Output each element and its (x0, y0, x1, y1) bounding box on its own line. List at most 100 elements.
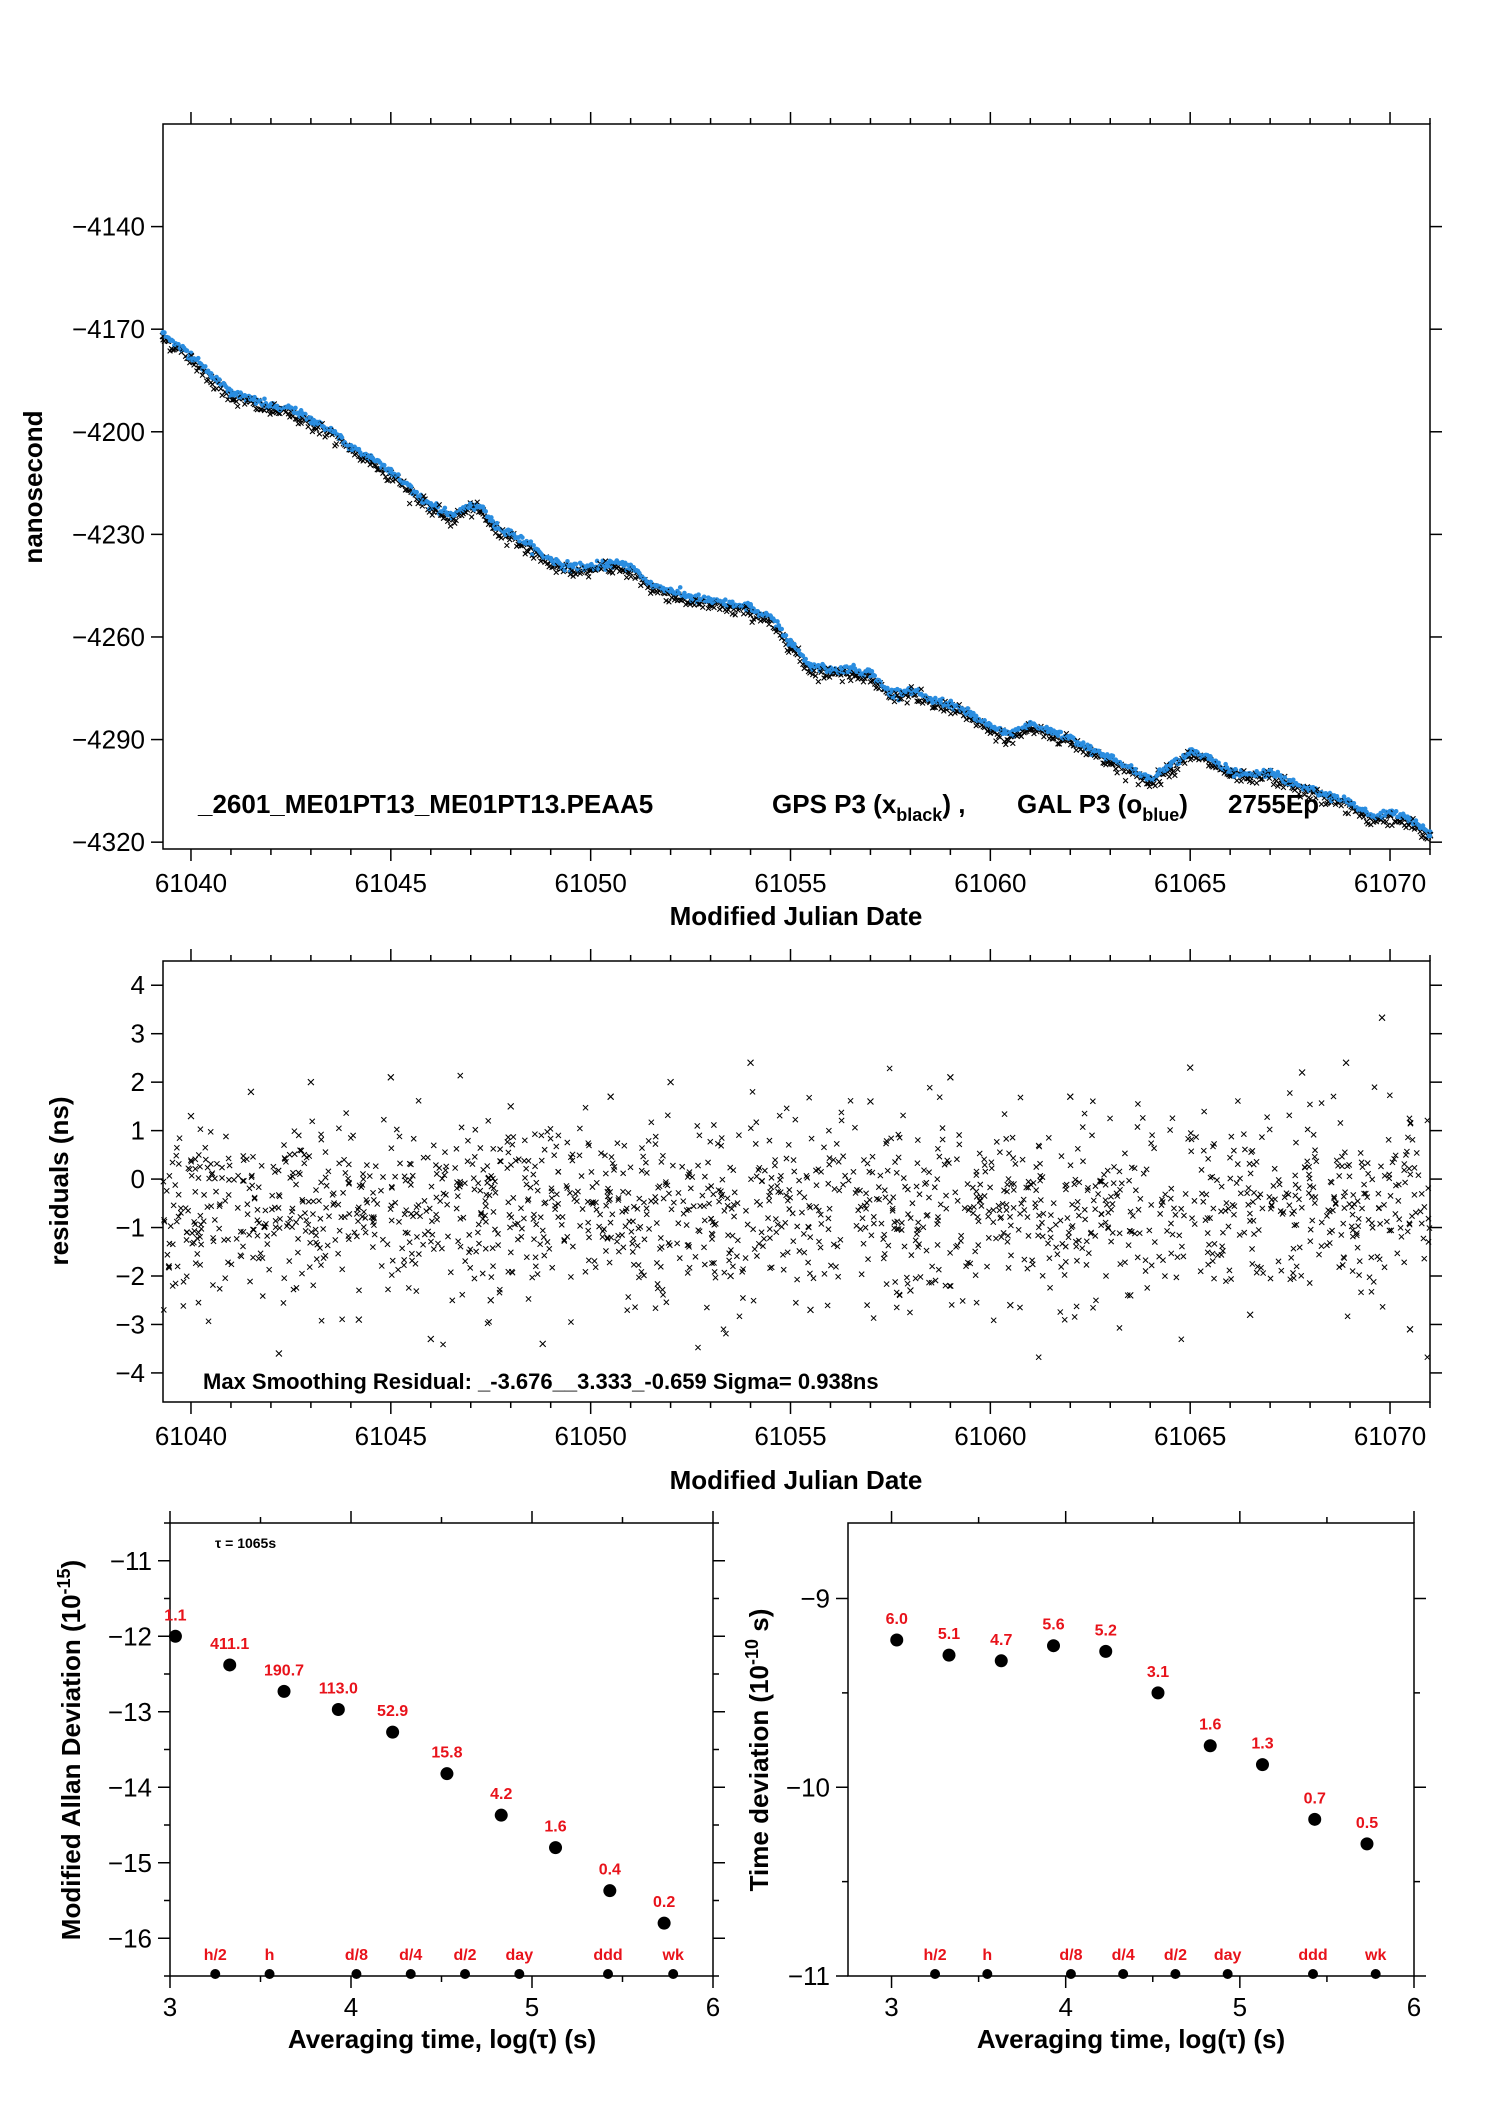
residual-point (807, 1204, 814, 1211)
residual-point (875, 1184, 882, 1191)
residual-point (490, 1145, 497, 1152)
residual-point (1110, 1180, 1117, 1187)
residual-point (1107, 1115, 1114, 1122)
timescale-marker (210, 1969, 221, 1979)
residual-point (813, 1182, 820, 1189)
residual-point (1174, 1254, 1181, 1261)
residual-point (1118, 1180, 1125, 1187)
timescale-marker-label: d/4 (399, 1947, 422, 1964)
residual-point (794, 1276, 801, 1283)
residual-point (990, 1219, 997, 1226)
residual-point (424, 1154, 431, 1161)
residual-point (1010, 1155, 1017, 1162)
residual-point (320, 1255, 327, 1261)
gps-point (853, 673, 860, 679)
residual-point (790, 1157, 797, 1164)
residual-point (937, 1201, 944, 1208)
residual-point (510, 1194, 517, 1201)
residual-point (1286, 1112, 1293, 1119)
residual-point (750, 1297, 757, 1304)
residual-point (305, 1198, 312, 1205)
residual-point (231, 1176, 237, 1183)
gal-point (414, 489, 419, 495)
residual-point (366, 1173, 373, 1180)
residual-point (1369, 1176, 1376, 1183)
gal-point (677, 585, 683, 590)
residual-point (974, 1213, 981, 1220)
residual-point (223, 1133, 229, 1140)
residual-point (766, 1192, 773, 1199)
residual-point (1168, 1185, 1175, 1192)
residual-point (307, 1078, 315, 1086)
residual-point (1209, 1258, 1216, 1265)
residual-point (244, 1201, 251, 1208)
residual-point (225, 1236, 232, 1243)
residual-point (537, 1241, 544, 1248)
residual-point (1204, 1230, 1211, 1237)
deviation-point (1203, 1739, 1217, 1753)
residual-point (1295, 1185, 1302, 1192)
residual-point (1304, 1126, 1311, 1133)
residual-point (1005, 1176, 1012, 1182)
deviation-point-label: 3.1 (1147, 1664, 1169, 1681)
gps-point (270, 410, 276, 416)
residual-point (437, 1198, 444, 1205)
residual-point (299, 1270, 305, 1277)
residual-point (747, 1059, 754, 1067)
residual-point (1144, 1284, 1151, 1291)
residual-point (438, 1245, 445, 1252)
residual-point (473, 1248, 480, 1255)
residual-point (947, 1249, 954, 1256)
residual-point (1069, 1201, 1076, 1208)
residual-point (1017, 1304, 1023, 1311)
residual-point (1162, 1191, 1169, 1198)
residual-point (1233, 1180, 1240, 1187)
residual-point (1376, 1256, 1383, 1263)
residual-point (1348, 1223, 1355, 1230)
residual-point (986, 1208, 993, 1215)
residual-point (1046, 1255, 1053, 1262)
gps-point (915, 698, 922, 705)
residual-point (1340, 1193, 1347, 1200)
residual-point (783, 1155, 790, 1162)
residual-point (686, 1264, 693, 1271)
residual-point (707, 1138, 714, 1145)
gps-point (316, 431, 323, 437)
gps-point (257, 406, 264, 413)
gps-point (429, 512, 435, 518)
residual-point (539, 1340, 547, 1348)
residual-point (1116, 1168, 1123, 1175)
deviation-point-label: 0.2 (653, 1894, 675, 1911)
timescale-marker-label: h/2 (924, 1947, 947, 1964)
deviation-point-label: 190.7 (264, 1662, 304, 1679)
residual-point (1253, 1269, 1260, 1276)
residual-point (213, 1188, 219, 1195)
residual-point (523, 1165, 530, 1172)
residual-point (921, 1167, 927, 1174)
residual-point (477, 1145, 484, 1151)
residual-point (934, 1176, 941, 1183)
gps-point (373, 463, 379, 469)
residual-point (442, 1149, 448, 1156)
residual-point (748, 1176, 754, 1183)
residual-point (1255, 1227, 1262, 1233)
residual-point (1231, 1203, 1238, 1210)
y-axis-title: residuals (ns) (44, 1096, 74, 1265)
residual-point (380, 1116, 387, 1123)
residual-point (988, 1159, 995, 1166)
residual-point (1139, 1114, 1146, 1121)
residual-point (1406, 1165, 1413, 1172)
timescale-marker (1370, 1969, 1381, 1979)
residual-point (620, 1188, 626, 1195)
gal-point (517, 539, 522, 544)
residual-point (1234, 1161, 1241, 1168)
residual-point (1292, 1192, 1299, 1199)
y-tick-label: −4260 (72, 622, 145, 652)
y-tick-label: −15 (108, 1848, 152, 1878)
residual-point (868, 1232, 875, 1239)
residual-point (341, 1156, 348, 1163)
gps-point (213, 385, 220, 392)
residual-point (1333, 1157, 1340, 1164)
timescale-marker (603, 1969, 614, 1979)
residual-point (957, 1237, 964, 1244)
